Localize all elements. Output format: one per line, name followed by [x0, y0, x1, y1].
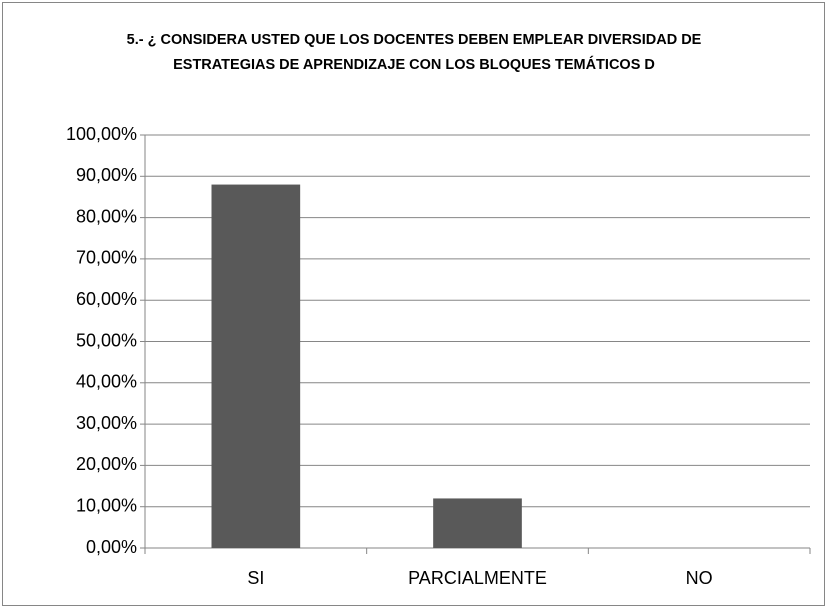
y-tick-label: 10,00% [76, 495, 137, 515]
y-tick-label: 60,00% [76, 289, 137, 309]
y-tick-label: 20,00% [76, 454, 137, 474]
bar [433, 498, 522, 548]
y-tick-label: 50,00% [76, 330, 137, 350]
x-tick-label: PARCIALMENTE [408, 568, 547, 588]
y-tick-label: 90,00% [76, 165, 137, 185]
y-tick-label: 80,00% [76, 206, 137, 226]
y-tick-label: 40,00% [76, 372, 137, 392]
chart-title: 5.- ¿ CONSIDERA USTED QUE LOS DOCENTES D… [126, 32, 702, 73]
y-tick-label: 100,00% [66, 124, 137, 144]
y-tick-label: 70,00% [76, 248, 137, 268]
x-tick-label: SI [247, 568, 264, 588]
y-tick-label: 30,00% [76, 413, 137, 433]
y-tick-label: 0,00% [86, 537, 137, 557]
x-tick-label: NO [686, 568, 713, 588]
bar [211, 184, 301, 548]
